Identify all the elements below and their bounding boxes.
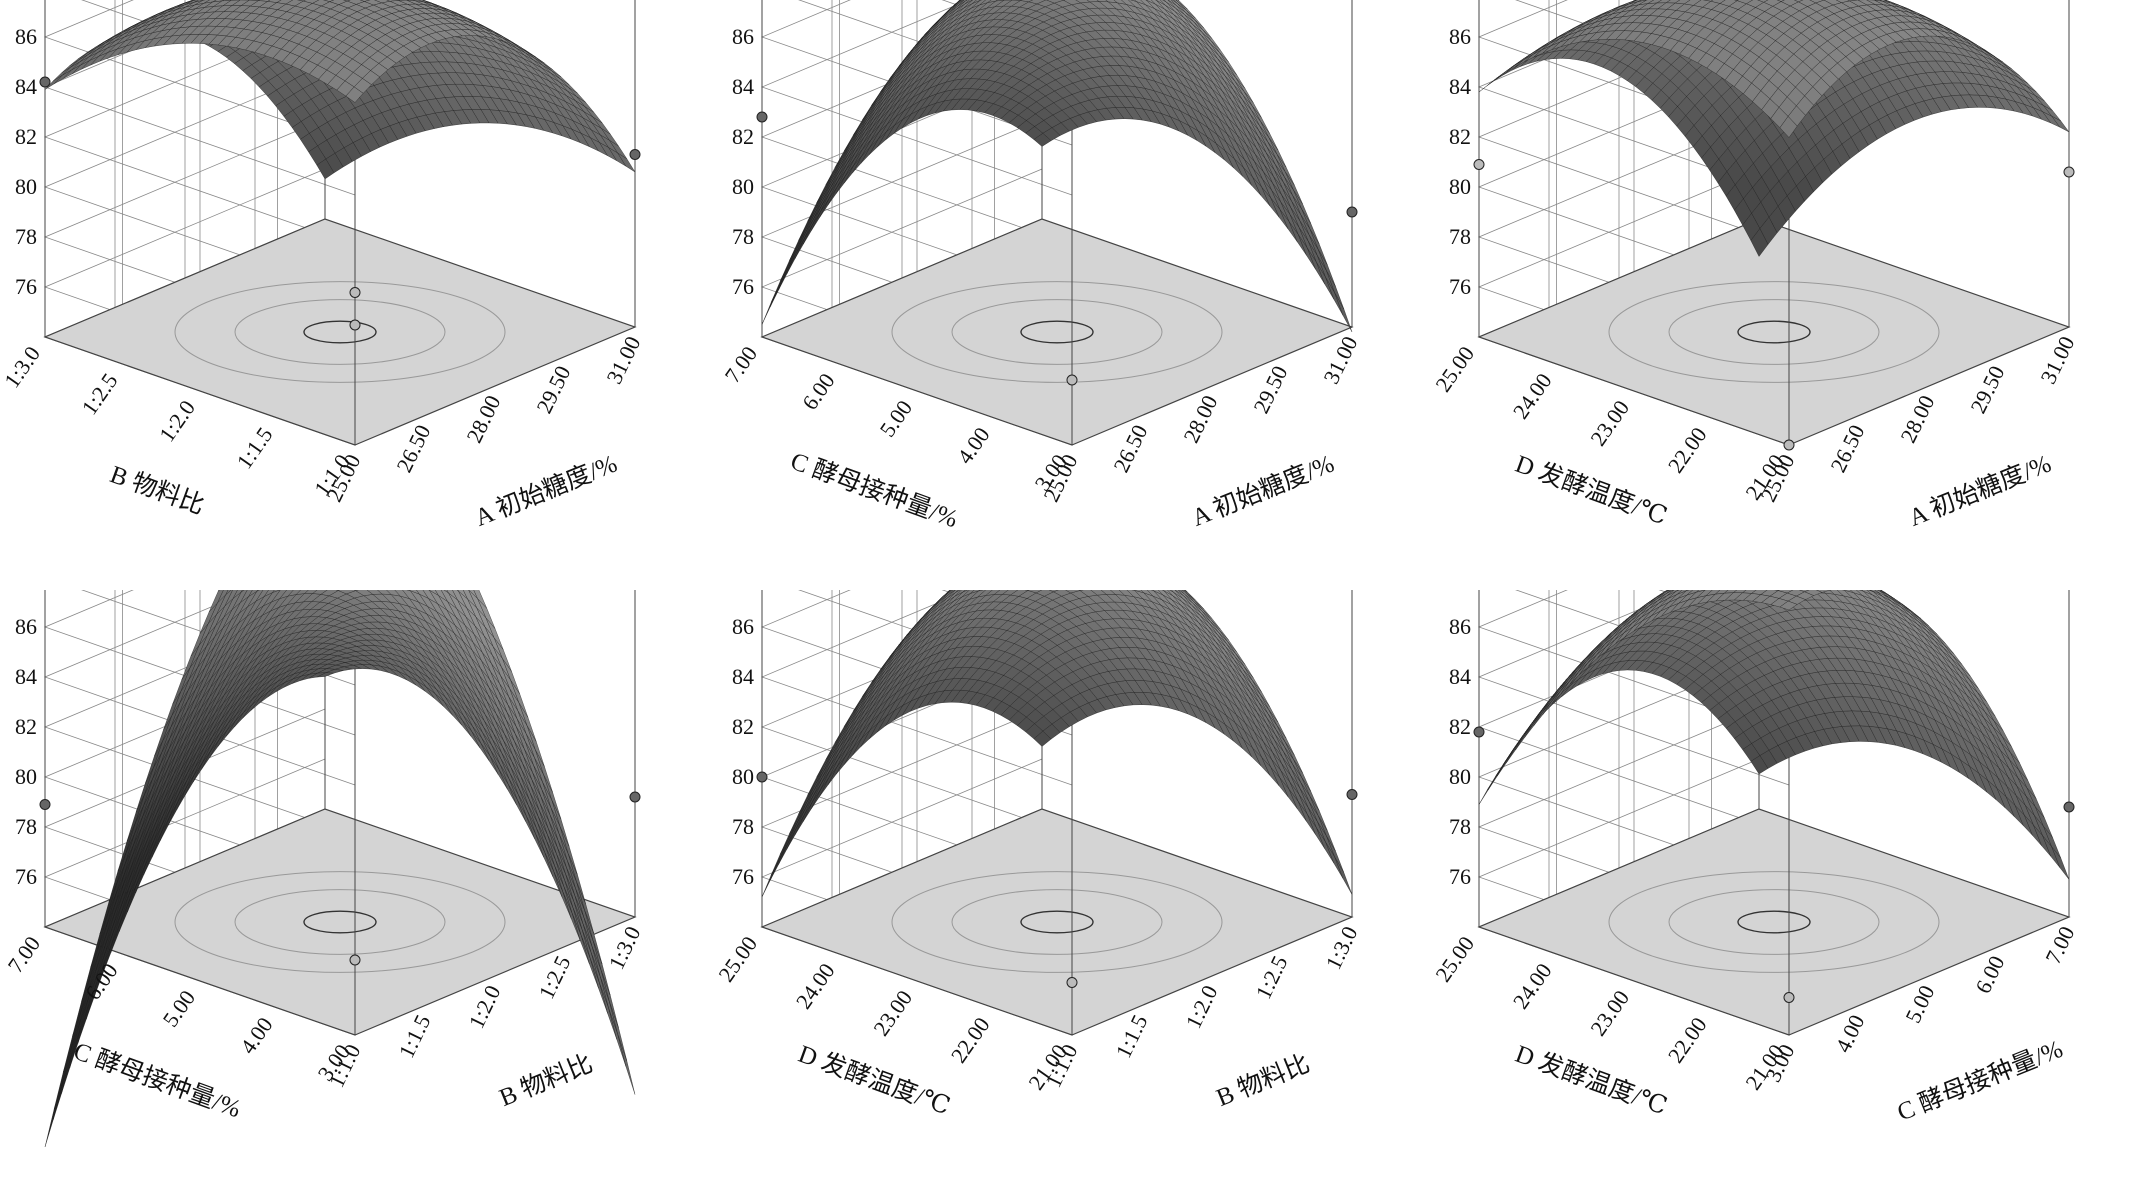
z-tick-label: 78 bbox=[15, 814, 37, 839]
x-tick-label: 1:1.5 bbox=[393, 1011, 435, 1062]
response-surface-plot-5: 7678808284868890感官评分/分1:1.01:1.51:2.01:2… bbox=[717, 590, 1434, 1180]
x-tick-label: 28.00 bbox=[461, 391, 505, 446]
y-tick-label: 24.00 bbox=[1508, 369, 1557, 424]
x-axis-label: B 物料比 bbox=[495, 1049, 596, 1112]
surface-plot-svg: 7678808284868890感官评分/分25.0026.5028.0029.… bbox=[1434, 0, 2151, 590]
z-axis: 7678808284868890感官评分/分 bbox=[0, 0, 37, 299]
z-tick-label: 82 bbox=[15, 124, 37, 149]
z-tick-label: 86 bbox=[732, 24, 754, 49]
y-axis-label: B 物料比 bbox=[106, 460, 208, 520]
z-axis: 7678808284868890感官评分/分 bbox=[1434, 0, 1471, 299]
surface-cell bbox=[600, 977, 617, 1034]
z-tick-label: 82 bbox=[1449, 124, 1471, 149]
z-tick-label: 80 bbox=[1449, 174, 1471, 199]
design-point bbox=[40, 800, 50, 810]
design-point bbox=[40, 77, 50, 87]
z-tick-label: 84 bbox=[1449, 74, 1471, 99]
x-tick-label: 29.50 bbox=[1965, 362, 2009, 417]
x-tick-label: 31.00 bbox=[601, 332, 645, 387]
x-axis-label: A 初始糖度/% bbox=[471, 449, 621, 531]
y-tick-label: 4.00 bbox=[952, 423, 995, 469]
y-tick-label: 7.00 bbox=[3, 932, 46, 978]
z-tick-label: 86 bbox=[1449, 24, 1471, 49]
z-tick-label: 76 bbox=[15, 274, 37, 299]
z-tick-label: 80 bbox=[15, 174, 37, 199]
design-point bbox=[757, 112, 767, 122]
surface-cell bbox=[54, 1047, 71, 1109]
surface-cell bbox=[618, 1034, 635, 1095]
surface-cell bbox=[609, 1002, 626, 1061]
z-axis: 7678808284868890感官评分/分 bbox=[0, 590, 37, 889]
z-tick-label: 86 bbox=[15, 24, 37, 49]
y-tick-label: 5.00 bbox=[875, 396, 918, 442]
y-tick-label: 5.00 bbox=[158, 986, 201, 1032]
design-point bbox=[350, 320, 360, 330]
y-tick-label: 1:2.5 bbox=[77, 369, 123, 420]
x-tick-label: 29.50 bbox=[1248, 362, 1292, 417]
surface-cell bbox=[45, 1083, 62, 1147]
x-tick-label: 28.00 bbox=[1895, 391, 1939, 446]
x-axis-label: A 初始糖度/% bbox=[1188, 449, 1338, 531]
z-tick-label: 80 bbox=[732, 174, 754, 199]
x-tick-label: 31.00 bbox=[2035, 332, 2079, 387]
y-tick-label: 6.00 bbox=[797, 369, 840, 415]
z-tick-label: 84 bbox=[732, 74, 754, 99]
design-point bbox=[630, 150, 640, 160]
z-axis: 7678808284868890感官评分/分 bbox=[717, 0, 754, 299]
z-tick-label: 78 bbox=[1449, 224, 1471, 249]
surface-cell bbox=[609, 1008, 626, 1067]
response-surface-plot-3: 7678808284868890感官评分/分25.0026.5028.0029.… bbox=[1434, 0, 2151, 590]
z-tick-label: 84 bbox=[15, 664, 37, 689]
z-tick-label: 76 bbox=[15, 864, 37, 889]
design-point bbox=[2064, 167, 2074, 177]
surface-plot-svg: 7678808284868890感官评分/分25.0026.5028.0029.… bbox=[0, 0, 717, 590]
y-tick-label: 1:3.0 bbox=[0, 342, 45, 393]
response-surface-plot-1: 7678808284868890感官评分/分25.0026.5028.0029.… bbox=[0, 0, 717, 590]
x-tick-label: 26.50 bbox=[391, 421, 435, 476]
z-tick-label: 86 bbox=[15, 614, 37, 639]
y-axis-label: C 酵母接种量/% bbox=[787, 447, 962, 533]
x-tick-label: 26.50 bbox=[1825, 421, 1869, 476]
x-tick-label: 28.00 bbox=[1178, 391, 1222, 446]
surface-cell bbox=[53, 1058, 70, 1120]
z-tick-label: 82 bbox=[732, 124, 754, 149]
z-tick-label: 78 bbox=[732, 224, 754, 249]
z-tick-label: 80 bbox=[15, 764, 37, 789]
design-point bbox=[1474, 160, 1484, 170]
surface-plot-svg: 7678808284868890感官评分/分1:1.01:1.51:2.01:2… bbox=[0, 590, 717, 1180]
y-tick-label: 23.00 bbox=[1585, 396, 1634, 451]
y-tick-label: 25.00 bbox=[1434, 342, 1479, 397]
surface-plot-svg: 7678808284868890感官评分/分1:1.01:1.51:2.01:2… bbox=[717, 590, 1434, 1180]
x-tick-label: 26.50 bbox=[1108, 421, 1152, 476]
design-point bbox=[1347, 207, 1357, 217]
design-point bbox=[1784, 440, 1794, 450]
response-surface-plot-2: 7678808284868890感官评分/分25.0026.5028.0029.… bbox=[717, 0, 1434, 590]
y-tick-label: 1:2.0 bbox=[154, 396, 200, 447]
z-tick-label: 76 bbox=[732, 274, 754, 299]
z-tick-label: 84 bbox=[15, 74, 37, 99]
x-tick-label: 31.00 bbox=[1318, 332, 1362, 387]
design-point bbox=[350, 955, 360, 965]
x-tick-label: 29.50 bbox=[531, 362, 575, 417]
design-point bbox=[630, 792, 640, 802]
design-point bbox=[1067, 375, 1077, 385]
y-tick-label: 1:1.5 bbox=[232, 423, 278, 474]
z-tick-label: 82 bbox=[15, 714, 37, 739]
design-point bbox=[350, 288, 360, 298]
y-tick-label: 7.00 bbox=[720, 342, 763, 388]
x-tick-label: 1:3.0 bbox=[603, 922, 645, 973]
x-tick-label: 1:2.5 bbox=[533, 952, 575, 1003]
y-tick-label: 4.00 bbox=[235, 1013, 278, 1059]
x-tick-label: 1:2.0 bbox=[463, 981, 505, 1032]
surface-plot-svg: 7678808284868890感官评分/分25.0026.5028.0029.… bbox=[717, 0, 1434, 590]
y-axis-label: C 酵母接种量/% bbox=[70, 1037, 245, 1123]
x-axis-label: A 初始糖度/% bbox=[1905, 449, 2055, 531]
z-tick-label: 78 bbox=[15, 224, 37, 249]
response-surface-plot-4: 7678808284868890感官评分/分1:1.01:1.51:2.01:2… bbox=[0, 590, 717, 1180]
y-tick-label: 22.00 bbox=[1663, 423, 1712, 478]
z-tick-label: 76 bbox=[1449, 274, 1471, 299]
y-axis-label: D 发酵温度/℃ bbox=[1512, 450, 1671, 531]
